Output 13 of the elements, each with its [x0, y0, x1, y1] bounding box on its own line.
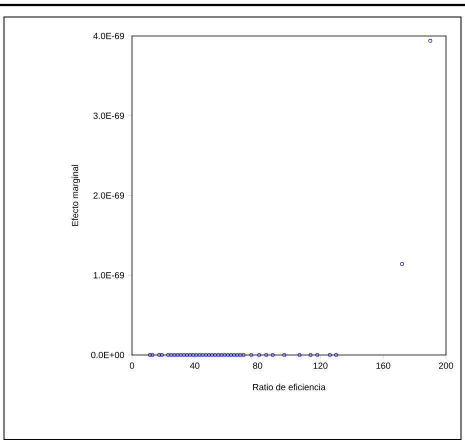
x-tick-label: 0 [130, 362, 134, 369]
y-tick-label: 4.0E-69 [93, 32, 124, 40]
x-tick-label: 40 [190, 362, 200, 369]
y-axis-title: Efecto marginal [72, 164, 80, 226]
y-tick-label: 1.0E-69 [94, 272, 124, 278]
x-tick-label: 120 [314, 362, 328, 369]
y-tick-label: 3.0E-69 [93, 112, 124, 119]
x-axis-title: Ratio de eficiencia [253, 384, 326, 390]
y-tick-label: 0.0E+00 [91, 352, 124, 358]
y-tick-label: 2.0E-69 [94, 192, 124, 199]
x-tick-label: 80 [253, 362, 262, 369]
x-tick-label: 160 [376, 362, 390, 369]
x-tick-label: 200 [438, 362, 454, 369]
